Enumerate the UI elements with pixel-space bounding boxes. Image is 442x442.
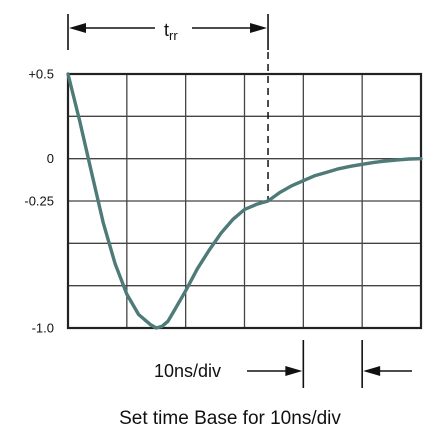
timebase-right-arrowhead: [363, 366, 381, 376]
timebase-left-arrowhead: [285, 366, 303, 376]
y-tick-label: +0.5: [28, 67, 54, 82]
trr-label: trr: [164, 20, 178, 43]
trr-right-arrowhead: [250, 23, 268, 33]
trr-left-arrowhead: [69, 23, 86, 33]
y-tick-label: -1.0: [32, 321, 54, 336]
timebase-label: 10ns/div: [154, 361, 221, 381]
timebase-marker: 10ns/div: [154, 340, 412, 388]
caption: Set time Base for 10ns/div: [119, 408, 341, 429]
y-tick-label: -0.25: [24, 194, 54, 209]
recovery-curve: [66, 72, 423, 330]
plot-frame: [66, 72, 423, 330]
grid-lines: [68, 74, 421, 328]
trr-marker: trr: [67, 14, 269, 201]
y-tick-labels: +0.5 0 -0.25 -1.0: [24, 67, 54, 336]
y-tick-label: 0: [47, 151, 54, 166]
trr-subscript: rr: [169, 28, 178, 43]
